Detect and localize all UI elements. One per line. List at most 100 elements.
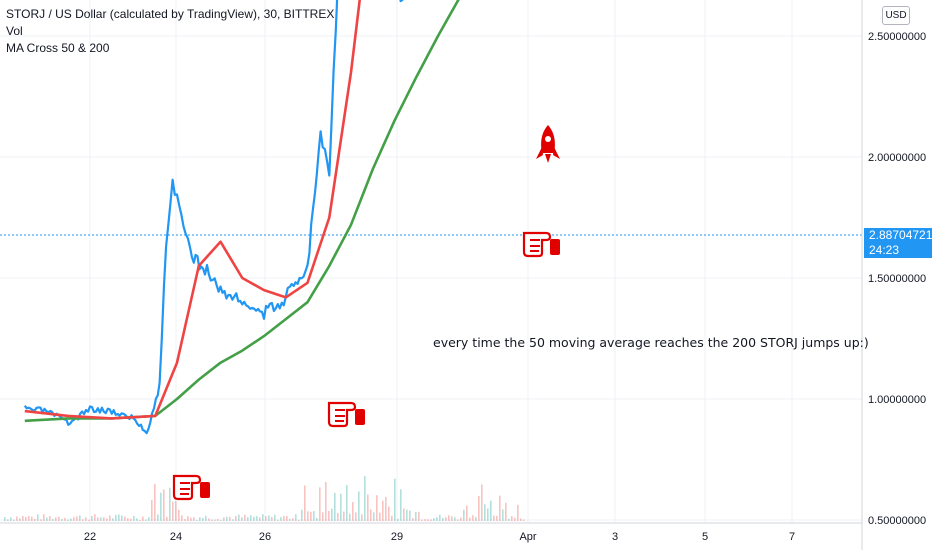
volume-bar xyxy=(505,502,507,521)
y-tick-label: 2.50000000 xyxy=(868,31,926,43)
volume-bar xyxy=(391,515,393,521)
volume-bar xyxy=(412,518,414,521)
volume-bar xyxy=(385,496,387,521)
symbol-title[interactable]: STORJ / US Dollar (calculated by Trading… xyxy=(6,7,335,21)
price-axis[interactable]: 0.50000000 1.00000000 1.50000000 2.00000000… xyxy=(868,0,926,527)
ma-cross-indicator-label[interactable]: MA Cross 50 & 200 xyxy=(6,41,110,55)
volume-indicator-label[interactable]: Vol xyxy=(6,24,23,38)
volume-bar xyxy=(142,516,144,521)
volume-bar xyxy=(301,509,303,521)
volume-bar xyxy=(259,517,261,521)
y-tick-label: 1.00000000 xyxy=(868,394,926,406)
volume-bar xyxy=(241,517,243,521)
volume-bar xyxy=(199,517,201,521)
volume-bar xyxy=(307,511,309,521)
volume-bar xyxy=(40,519,42,521)
volume-bar xyxy=(454,517,456,521)
volume-bar xyxy=(490,500,492,521)
volume-bar xyxy=(418,511,420,521)
volume-bar xyxy=(400,489,402,521)
volume-bar xyxy=(37,514,39,521)
volume-bar xyxy=(445,517,447,521)
volume-bar xyxy=(403,508,405,521)
volume-bar xyxy=(202,517,204,521)
volume-bar xyxy=(169,487,171,521)
volume-bar xyxy=(31,516,33,521)
volume-bar xyxy=(190,517,192,521)
volume-bar xyxy=(520,518,522,521)
volume-bar xyxy=(175,501,177,521)
volume-bar xyxy=(322,512,324,521)
x-tick-label: 29 xyxy=(391,531,403,543)
volume-bar xyxy=(67,519,69,521)
bar-countdown: 24:23 xyxy=(869,243,900,257)
rocket-icon xyxy=(536,125,560,163)
x-tick-label: 22 xyxy=(84,531,96,543)
volume-bar xyxy=(187,516,189,521)
volume-bar xyxy=(313,511,315,521)
volume-bar xyxy=(178,509,180,521)
volume-bars xyxy=(4,476,525,521)
volume-bar xyxy=(244,514,246,521)
volume-bar xyxy=(205,515,207,521)
volume-bar xyxy=(298,519,300,521)
volume-bar xyxy=(109,515,111,521)
volume-bar xyxy=(388,506,390,521)
volume-bar xyxy=(97,517,99,521)
volume-bar xyxy=(151,500,153,521)
volume-bar xyxy=(421,519,423,521)
volume-bar xyxy=(172,501,174,521)
volume-bar xyxy=(466,505,468,521)
volume-bar xyxy=(133,515,135,521)
volume-bar xyxy=(367,494,369,521)
volume-bar xyxy=(7,519,9,521)
volume-bar xyxy=(394,478,396,521)
time-axis[interactable]: 22 24 26 29 Apr 3 5 7 xyxy=(84,531,795,543)
x-tick-label: 24 xyxy=(170,531,182,543)
volume-bar xyxy=(13,519,15,521)
x-tick-label: Apr xyxy=(519,531,536,543)
volume-bar xyxy=(160,492,162,521)
volume-bar xyxy=(478,495,480,521)
volume-bar xyxy=(430,519,432,521)
volume-bar xyxy=(28,515,30,521)
y-tick-label: 0.50000000 xyxy=(868,515,926,527)
volume-bar xyxy=(493,515,495,521)
volume-bar xyxy=(499,495,501,521)
currency-button[interactable]: USD xyxy=(882,6,910,25)
volume-bar xyxy=(106,518,108,521)
volume-bar xyxy=(295,514,297,521)
volume-bar xyxy=(46,517,48,521)
volume-bar xyxy=(289,518,291,521)
price-line xyxy=(23,0,404,435)
volume-bar xyxy=(112,518,114,521)
volume-bar xyxy=(82,519,84,521)
volume-bar xyxy=(334,492,336,521)
volume-bar xyxy=(265,516,267,521)
volume-bar xyxy=(274,514,276,521)
volume-bar xyxy=(439,514,441,521)
volume-bar xyxy=(154,483,156,521)
volume-bar xyxy=(352,502,354,521)
volume-bar xyxy=(118,514,120,521)
volume-bar xyxy=(208,518,210,521)
volume-bar xyxy=(91,515,93,521)
annotation-text: every time the 50 moving average reaches… xyxy=(433,335,869,350)
volume-bar xyxy=(481,484,483,521)
volume-bar xyxy=(496,515,498,521)
x-tick-label: 3 xyxy=(612,531,618,543)
volume-bar xyxy=(277,519,279,521)
volume-bar xyxy=(487,508,489,521)
volume-bar xyxy=(427,519,429,521)
volume-bar xyxy=(103,517,105,521)
volume-bar xyxy=(232,519,234,521)
volume-bar xyxy=(502,509,504,521)
volume-bar xyxy=(349,513,351,521)
last-price-value: 2.88704721 xyxy=(869,228,932,242)
volume-bar xyxy=(121,515,123,521)
volume-bar xyxy=(34,518,36,521)
volume-bar xyxy=(139,519,141,521)
volume-bar xyxy=(100,517,102,521)
volume-bar xyxy=(361,514,363,521)
